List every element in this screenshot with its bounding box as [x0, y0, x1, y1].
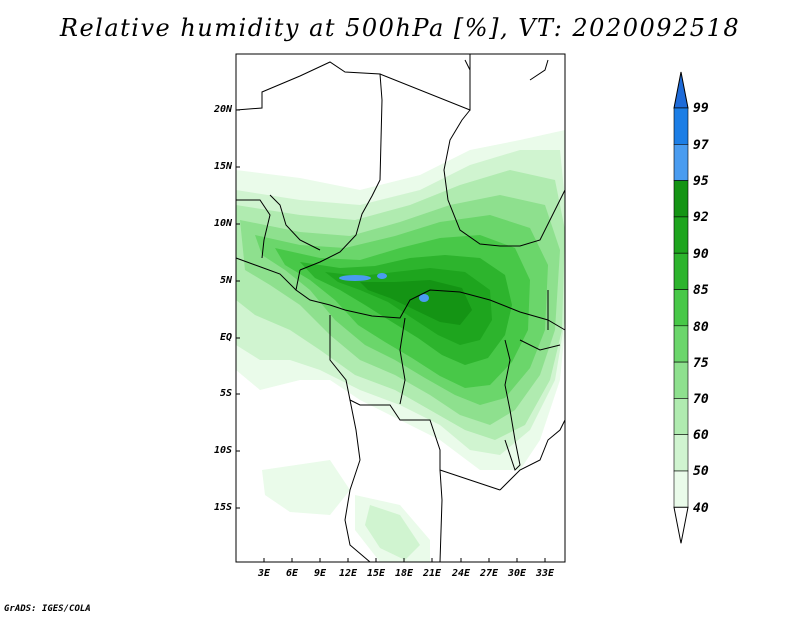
y-tick-label: 20N: [213, 104, 232, 115]
y-ticks: [236, 109, 240, 509]
colorbar-segment: [673, 289, 689, 327]
colorbar-label: 99: [693, 101, 709, 116]
y-tick-label: 15N: [213, 161, 232, 172]
colorbar-label: 97: [693, 138, 709, 153]
y-tick-label: 15S: [213, 502, 232, 513]
colorbar-segment: [673, 180, 689, 218]
colorbar-segment: [673, 252, 689, 290]
y-tick-label: 5S: [219, 388, 232, 399]
x-ticks: [263, 558, 546, 562]
colorbar-segment: [673, 325, 689, 363]
colorbar-label: 50: [693, 464, 709, 479]
colorbar-segment: [673, 434, 689, 472]
colorbar-segment: [673, 398, 689, 435]
y-tick-label: EQ: [219, 332, 232, 343]
colorbar-segment: [673, 144, 689, 181]
rh-50-region-south: [365, 505, 420, 560]
colorbar-bottom-arrow: [673, 506, 689, 544]
x-tick-label: 6E: [285, 568, 299, 579]
rh-40-region-south: [262, 460, 350, 515]
colorbar-label: 40: [693, 501, 709, 516]
colorbar-label: 80: [693, 320, 709, 335]
colorbar-label: 90: [693, 247, 709, 262]
colorbar-label: 95: [693, 174, 709, 189]
colorbar-segment: [673, 216, 689, 254]
x-tick-label: 12E: [338, 568, 358, 579]
x-tick-label: 24E: [451, 568, 471, 579]
colorbar-label: 75: [693, 356, 709, 371]
colorbar-segment: [673, 470, 689, 508]
colorbar-label: 85: [693, 283, 709, 298]
colorbar-label: 70: [693, 392, 709, 407]
grads-credit: GrADS: IGES/COLA: [4, 604, 91, 614]
rh-95-spot: [377, 273, 387, 279]
x-tick-label: 21E: [422, 568, 442, 579]
x-tick-label: 3E: [257, 568, 271, 579]
x-tick-label: 30E: [507, 568, 527, 579]
colorbar-top-arrow: [673, 71, 689, 109]
colorbar-segment: [673, 361, 689, 399]
country-borders: [235, 54, 566, 563]
rh-95-spot: [419, 294, 429, 302]
x-tick-label: 33E: [535, 568, 555, 579]
map-frame: [235, 53, 566, 563]
colorbar: [673, 71, 689, 544]
rh-95-spot: [339, 275, 371, 281]
colorbar-label: 60: [693, 428, 709, 443]
colorbar-segment: [673, 107, 689, 145]
x-tick-label: 27E: [479, 568, 499, 579]
x-tick-label: 18E: [394, 568, 414, 579]
x-tick-label: 15E: [366, 568, 386, 579]
colorbar-label: 92: [693, 210, 709, 225]
y-tick-label: 10S: [213, 445, 232, 456]
y-tick-label: 5N: [219, 275, 232, 286]
humidity-field: [236, 130, 565, 562]
chart-title: Relative humidity at 500hPa [%], VT: 202…: [59, 14, 741, 42]
x-tick-label: 9E: [313, 568, 327, 579]
y-tick-label: 10N: [213, 218, 232, 229]
